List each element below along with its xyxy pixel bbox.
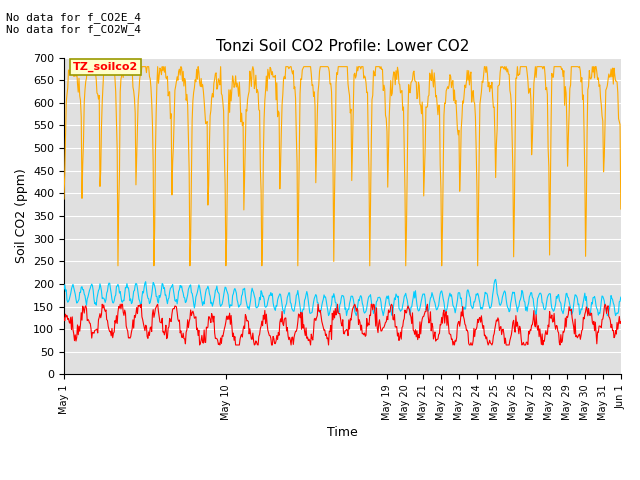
Y-axis label: Soil CO2 (ppm): Soil CO2 (ppm) — [15, 168, 28, 264]
Title: Tonzi Soil CO2 Profile: Lower CO2: Tonzi Soil CO2 Profile: Lower CO2 — [216, 39, 469, 54]
Text: No data for f_CO2W_4: No data for f_CO2W_4 — [6, 24, 141, 35]
Text: No data for f_CO2E_4: No data for f_CO2E_4 — [6, 12, 141, 23]
Text: TZ_soilco2: TZ_soilco2 — [73, 62, 138, 72]
X-axis label: Time: Time — [327, 426, 358, 439]
